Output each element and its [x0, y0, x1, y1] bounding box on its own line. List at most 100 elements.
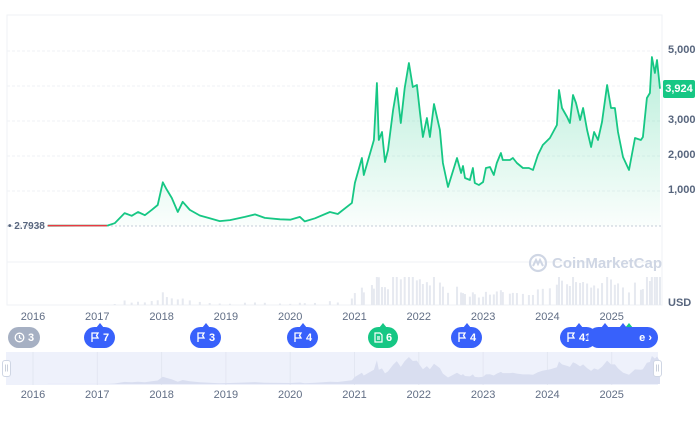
- event-count: 4: [470, 331, 477, 344]
- volume-bar: [460, 292, 463, 305]
- event-badge[interactable]: 3: [8, 327, 41, 348]
- volume-bar: [362, 292, 365, 305]
- x-tick-label: 2023: [470, 311, 496, 323]
- volume-bar: [617, 283, 620, 305]
- volume-bar: [499, 290, 502, 305]
- volume-bar: [536, 289, 539, 305]
- y-tick-label: 1,000: [668, 184, 696, 196]
- navigator-right-handle[interactable]: ||: [653, 360, 662, 377]
- volume-bar: [411, 277, 414, 305]
- volume-bar: [228, 303, 231, 305]
- volume-bar: [403, 277, 406, 305]
- volume-bar: [421, 284, 424, 305]
- x-tick-label: 2019: [213, 311, 239, 323]
- volume-bar: [639, 289, 642, 305]
- volume-bar: [289, 303, 292, 305]
- flag-icon: [457, 332, 467, 343]
- x-tick-label: 2021: [342, 311, 367, 323]
- volume-bar: [441, 286, 444, 305]
- volume-bar: [188, 300, 191, 305]
- start-value-label: • 2.7938: [8, 221, 45, 232]
- volume-bar: [428, 285, 431, 305]
- event-count: 7: [103, 331, 110, 344]
- navigator-x-tick-label: 2024: [535, 389, 560, 401]
- y-tick-label: 2,000: [668, 149, 696, 161]
- volume-bar: [555, 284, 558, 305]
- volume-bar: [447, 292, 450, 305]
- volume-bar: [313, 302, 316, 305]
- flag-icon: [196, 332, 206, 343]
- volume-bar: [606, 277, 609, 305]
- volume-bar: [645, 277, 648, 305]
- event-count: 3: [209, 331, 216, 344]
- volume-bar: [399, 279, 402, 305]
- x-tick-label: 2024: [535, 311, 560, 323]
- x-tick-label: 2025: [599, 311, 624, 323]
- volume-bar: [568, 285, 571, 305]
- volume-bar: [438, 282, 441, 305]
- volume-bar: [653, 277, 656, 305]
- volume-bar: [370, 285, 373, 305]
- volume-bar: [508, 293, 511, 305]
- volume-bar: [176, 299, 179, 305]
- navigator-x-tick-label: 2019: [213, 389, 239, 401]
- event-badge[interactable]: 6: [368, 323, 399, 348]
- volume-bar: [655, 277, 658, 305]
- volume-bar: [560, 280, 563, 305]
- flag-icon: [566, 332, 576, 343]
- volume-bar: [150, 301, 153, 305]
- volume-bar: [596, 288, 599, 305]
- more-events-button[interactable]: e ›: [588, 323, 658, 348]
- volume-bar: [482, 296, 485, 305]
- event-count: 6: [386, 331, 393, 344]
- event-count: 4: [306, 331, 313, 344]
- volume-bar: [488, 294, 491, 305]
- volume-bar: [170, 298, 173, 305]
- clock-icon: [14, 332, 25, 343]
- volume-bar: [566, 284, 569, 305]
- navigator-left-handle[interactable]: ||: [2, 360, 11, 377]
- currency-label: USD: [668, 297, 692, 309]
- volume-bar: [218, 303, 221, 305]
- volume-bar: [383, 287, 386, 305]
- x-tick-label: 2018: [149, 311, 174, 323]
- volume-bar: [130, 302, 133, 305]
- volume-bar: [572, 277, 575, 305]
- volume-bar: [181, 298, 184, 305]
- watermark-logo: CoinMarketCap: [528, 253, 662, 273]
- volume-bar: [415, 280, 418, 305]
- chevron-right-icon: e ›: [639, 331, 652, 344]
- volume-bar: [278, 303, 281, 305]
- volume-bar: [557, 277, 560, 305]
- event-badge[interactable]: 4: [287, 323, 319, 348]
- flag-icon: [90, 332, 100, 343]
- event-badge[interactable]: 3: [190, 323, 222, 348]
- volume-bar: [593, 285, 596, 305]
- volume-bar: [590, 287, 593, 305]
- volume-bar: [198, 301, 201, 305]
- volume-bar: [521, 293, 524, 305]
- navigator-x-tick-label: 2016: [20, 389, 46, 401]
- volume-bar: [377, 277, 380, 305]
- volume-bar: [462, 293, 465, 305]
- x-tick-label: 2020: [277, 311, 303, 323]
- volume-bar: [468, 296, 471, 305]
- navigator-area: [47, 356, 660, 384]
- volume-bar: [473, 294, 476, 305]
- volume-bar: [650, 277, 653, 305]
- volume-bar: [243, 302, 246, 305]
- volume-bar: [548, 288, 551, 305]
- event-badge[interactable]: 7: [84, 323, 116, 348]
- volume-bar: [375, 277, 378, 305]
- volume-bar: [575, 282, 578, 305]
- volume-bar: [613, 284, 616, 305]
- volume-bar: [648, 281, 651, 305]
- volume-bar: [495, 291, 498, 305]
- event-badge[interactable]: 4: [451, 323, 483, 348]
- volume-bar: [298, 302, 301, 305]
- document-icon: [374, 332, 383, 343]
- volume-bar: [253, 302, 256, 305]
- y-tick-label: 5,000: [668, 44, 696, 56]
- watermark-text: CoinMarketCap: [552, 254, 663, 272]
